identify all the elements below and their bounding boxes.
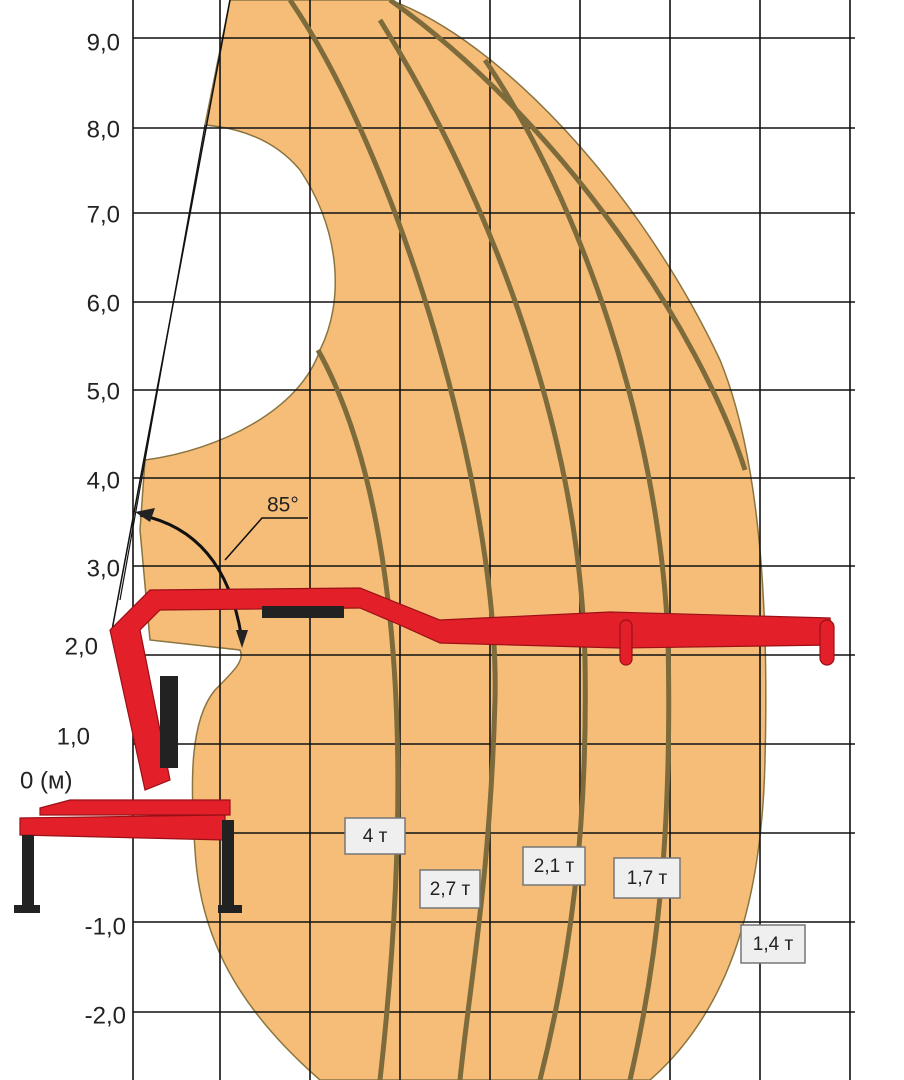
rope-line: [119, 124, 206, 601]
load-curve: [315, 348, 401, 1080]
axis-labels: 9,0 8,0 7,0 6,0 5,0 4,0 3,0 2,0 1,0 0 (м…: [20, 29, 126, 1029]
load-label: 2,7 т: [430, 879, 471, 900]
axis-label: 4,0: [87, 467, 120, 494]
axis-label: 1,0: [57, 723, 90, 750]
load-label: 1,7 т: [627, 868, 668, 889]
axis-label: 2,0: [65, 633, 98, 660]
label-box: [344, 817, 406, 855]
label-box: [740, 924, 806, 964]
axis-label: 5,0: [87, 378, 120, 405]
axis-label: 9,0: [87, 29, 120, 56]
label-box: [522, 846, 586, 886]
angle-arc: [139, 513, 244, 641]
load-curve: [377, 18, 588, 1080]
label-box: [419, 869, 481, 909]
crane: [14, 587, 835, 913]
axis-label: 3,0: [87, 555, 120, 582]
load-curve: [388, 0, 748, 471]
axis-label: 8,0: [87, 116, 120, 143]
load-label: 2,1 т: [534, 856, 575, 877]
axis-label: 7,0: [87, 201, 120, 228]
axis-label: -2,0: [85, 1002, 126, 1029]
axis-label: 6,0: [87, 290, 120, 317]
load-labels: 4 т 2,7 т 2,1 т 1,7 т 1,4 т: [344, 817, 806, 964]
axis-label: 0 (м): [20, 767, 73, 794]
working-area: [139, 0, 767, 1080]
axis-label: -1,0: [85, 913, 126, 940]
load-label: 4 т: [363, 826, 388, 847]
load-label: 1,4 т: [753, 934, 794, 955]
angle-leader: [224, 517, 308, 561]
angle-label: 85°: [267, 494, 299, 517]
label-box: [613, 857, 681, 899]
